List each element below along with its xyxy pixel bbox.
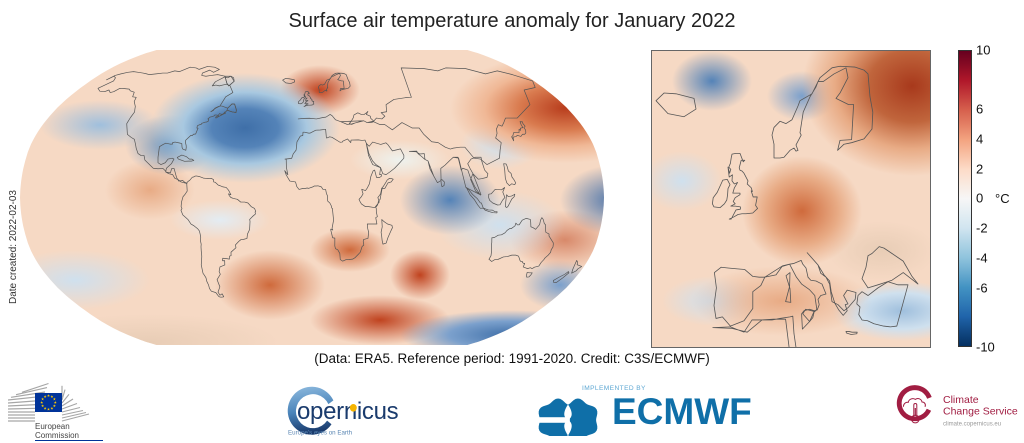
svg-text:European: European xyxy=(35,422,70,431)
svg-text:ECMWF: ECMWF xyxy=(612,391,752,432)
svg-text:Commission: Commission xyxy=(35,431,79,440)
svg-text:opernicus: opernicus xyxy=(297,398,399,425)
svg-text:Europe's eyes on Earth: Europe's eyes on Earth xyxy=(288,430,353,437)
svg-text:Change Service: Change Service xyxy=(943,406,1018,418)
svg-text:Climate: Climate xyxy=(943,394,979,406)
svg-text:climate.copernicus.eu: climate.copernicus.eu xyxy=(943,422,1001,428)
